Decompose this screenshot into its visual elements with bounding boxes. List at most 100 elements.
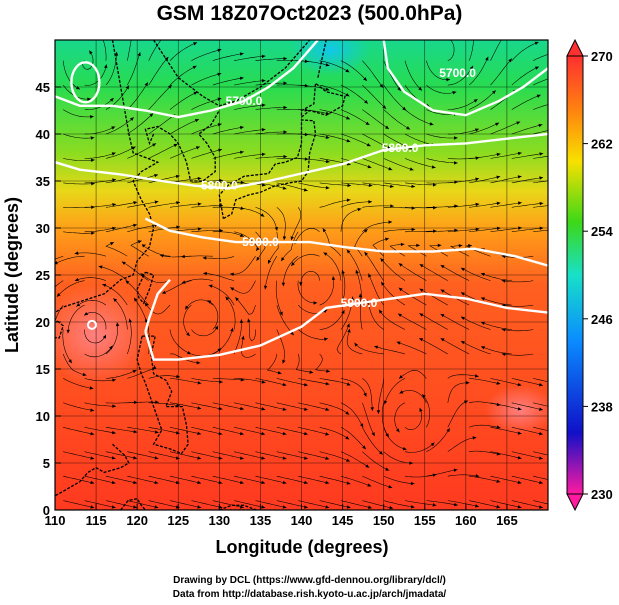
colorbar-tick-label: 254 bbox=[591, 224, 613, 239]
streamline-arrow bbox=[517, 455, 522, 460]
streamline bbox=[234, 378, 266, 383]
streamline bbox=[469, 500, 501, 508]
streamline bbox=[355, 269, 363, 306]
streamline-arrow bbox=[347, 328, 351, 333]
streamline bbox=[105, 500, 138, 508]
streamline bbox=[63, 231, 95, 234]
streamline-arrow bbox=[473, 25, 476, 29]
streamline-arrow bbox=[102, 283, 107, 288]
streamline-arrow bbox=[152, 143, 157, 147]
streamline bbox=[383, 84, 407, 111]
streamline bbox=[55, 255, 64, 260]
streamline-arrow bbox=[230, 287, 235, 291]
y-tick-label: 0 bbox=[43, 503, 50, 518]
streamline-arrow bbox=[90, 431, 95, 436]
streamline-arrow bbox=[202, 256, 207, 260]
streamline-arrow bbox=[74, 251, 79, 255]
streamline-arrow bbox=[239, 480, 244, 485]
streamline-arrow bbox=[362, 445, 366, 450]
streamline bbox=[533, 229, 548, 233]
streamline bbox=[383, 109, 411, 130]
streamline bbox=[127, 500, 159, 508]
streamline bbox=[84, 475, 116, 484]
streamline-arrow bbox=[538, 382, 543, 387]
streamline-arrow bbox=[239, 456, 244, 460]
streamline bbox=[225, 296, 236, 330]
streamline-arrow bbox=[239, 233, 244, 237]
streamline bbox=[63, 451, 95, 460]
streamline-arrow bbox=[474, 374, 479, 378]
streamline bbox=[533, 451, 548, 456]
streamline bbox=[383, 158, 414, 171]
streamline bbox=[490, 40, 502, 61]
streamline bbox=[533, 500, 548, 505]
streamline bbox=[319, 109, 351, 120]
streamline bbox=[490, 176, 522, 184]
streamline bbox=[127, 40, 132, 61]
streamline bbox=[105, 369, 137, 379]
streamline bbox=[378, 309, 406, 330]
streamline bbox=[426, 158, 458, 164]
streamline-arrow bbox=[380, 258, 385, 262]
streamline-arrow bbox=[185, 305, 189, 310]
streamline bbox=[398, 369, 427, 379]
streamline bbox=[191, 402, 223, 410]
streamline-arrow bbox=[112, 378, 116, 382]
streamline bbox=[255, 475, 287, 484]
streamline bbox=[208, 284, 235, 306]
streamline bbox=[362, 378, 373, 411]
streamline-arrow bbox=[410, 481, 415, 486]
coastline bbox=[153, 40, 311, 107]
streamline-arrow bbox=[560, 432, 564, 435]
streamline-arrow bbox=[133, 429, 138, 434]
streamline-arrow bbox=[501, 328, 506, 332]
streamline bbox=[447, 474, 480, 477]
streamline bbox=[428, 244, 448, 257]
streamline bbox=[298, 60, 330, 66]
streamline-arrow bbox=[90, 158, 95, 163]
streamline bbox=[469, 202, 501, 208]
streamline bbox=[383, 182, 416, 187]
streamline-arrow bbox=[325, 432, 330, 436]
streamline bbox=[468, 56, 489, 86]
streamline-arrow bbox=[217, 123, 222, 127]
y-tick-label: 40 bbox=[36, 127, 50, 142]
streamline bbox=[380, 281, 406, 306]
streamline-arrow bbox=[133, 505, 137, 509]
streamline-arrow bbox=[468, 244, 472, 248]
streamline-arrow bbox=[149, 113, 154, 118]
streamline bbox=[202, 255, 235, 259]
streamline-arrow bbox=[90, 136, 95, 140]
streamline bbox=[84, 427, 116, 434]
x-tick-label: 135 bbox=[250, 513, 272, 528]
streamline bbox=[127, 475, 159, 484]
streamline-arrow bbox=[538, 480, 543, 485]
streamline-arrow bbox=[55, 261, 58, 265]
streamline bbox=[340, 475, 372, 487]
streamline-arrow bbox=[283, 105, 288, 110]
streamline bbox=[184, 299, 213, 310]
streamline-arrow bbox=[474, 128, 479, 132]
streamline bbox=[354, 342, 384, 355]
streamline bbox=[234, 451, 266, 460]
streamline-arrow bbox=[539, 152, 544, 156]
streamline bbox=[319, 475, 351, 485]
streamline-arrow bbox=[134, 297, 138, 302]
x-tick-label: 125 bbox=[167, 513, 189, 528]
streamline-arrow bbox=[282, 359, 286, 364]
streamline-arrow bbox=[398, 287, 403, 292]
streamline-arrow bbox=[431, 165, 436, 169]
streamline bbox=[148, 402, 181, 407]
streamline bbox=[533, 378, 548, 383]
streamline bbox=[276, 329, 285, 364]
streamline-arrow bbox=[90, 408, 95, 412]
credit-data: Data from http://database.rish.kyoto-u.a… bbox=[172, 589, 447, 600]
streamline-arrow bbox=[560, 100, 564, 103]
streamline-arrow bbox=[277, 370, 282, 375]
streamline-arrow bbox=[432, 183, 437, 187]
streamline-arrow bbox=[345, 411, 350, 415]
colorbar-tick-label: 262 bbox=[591, 137, 613, 152]
streamline bbox=[384, 378, 406, 405]
streamline-arrow bbox=[345, 93, 350, 97]
streamline bbox=[364, 251, 384, 281]
